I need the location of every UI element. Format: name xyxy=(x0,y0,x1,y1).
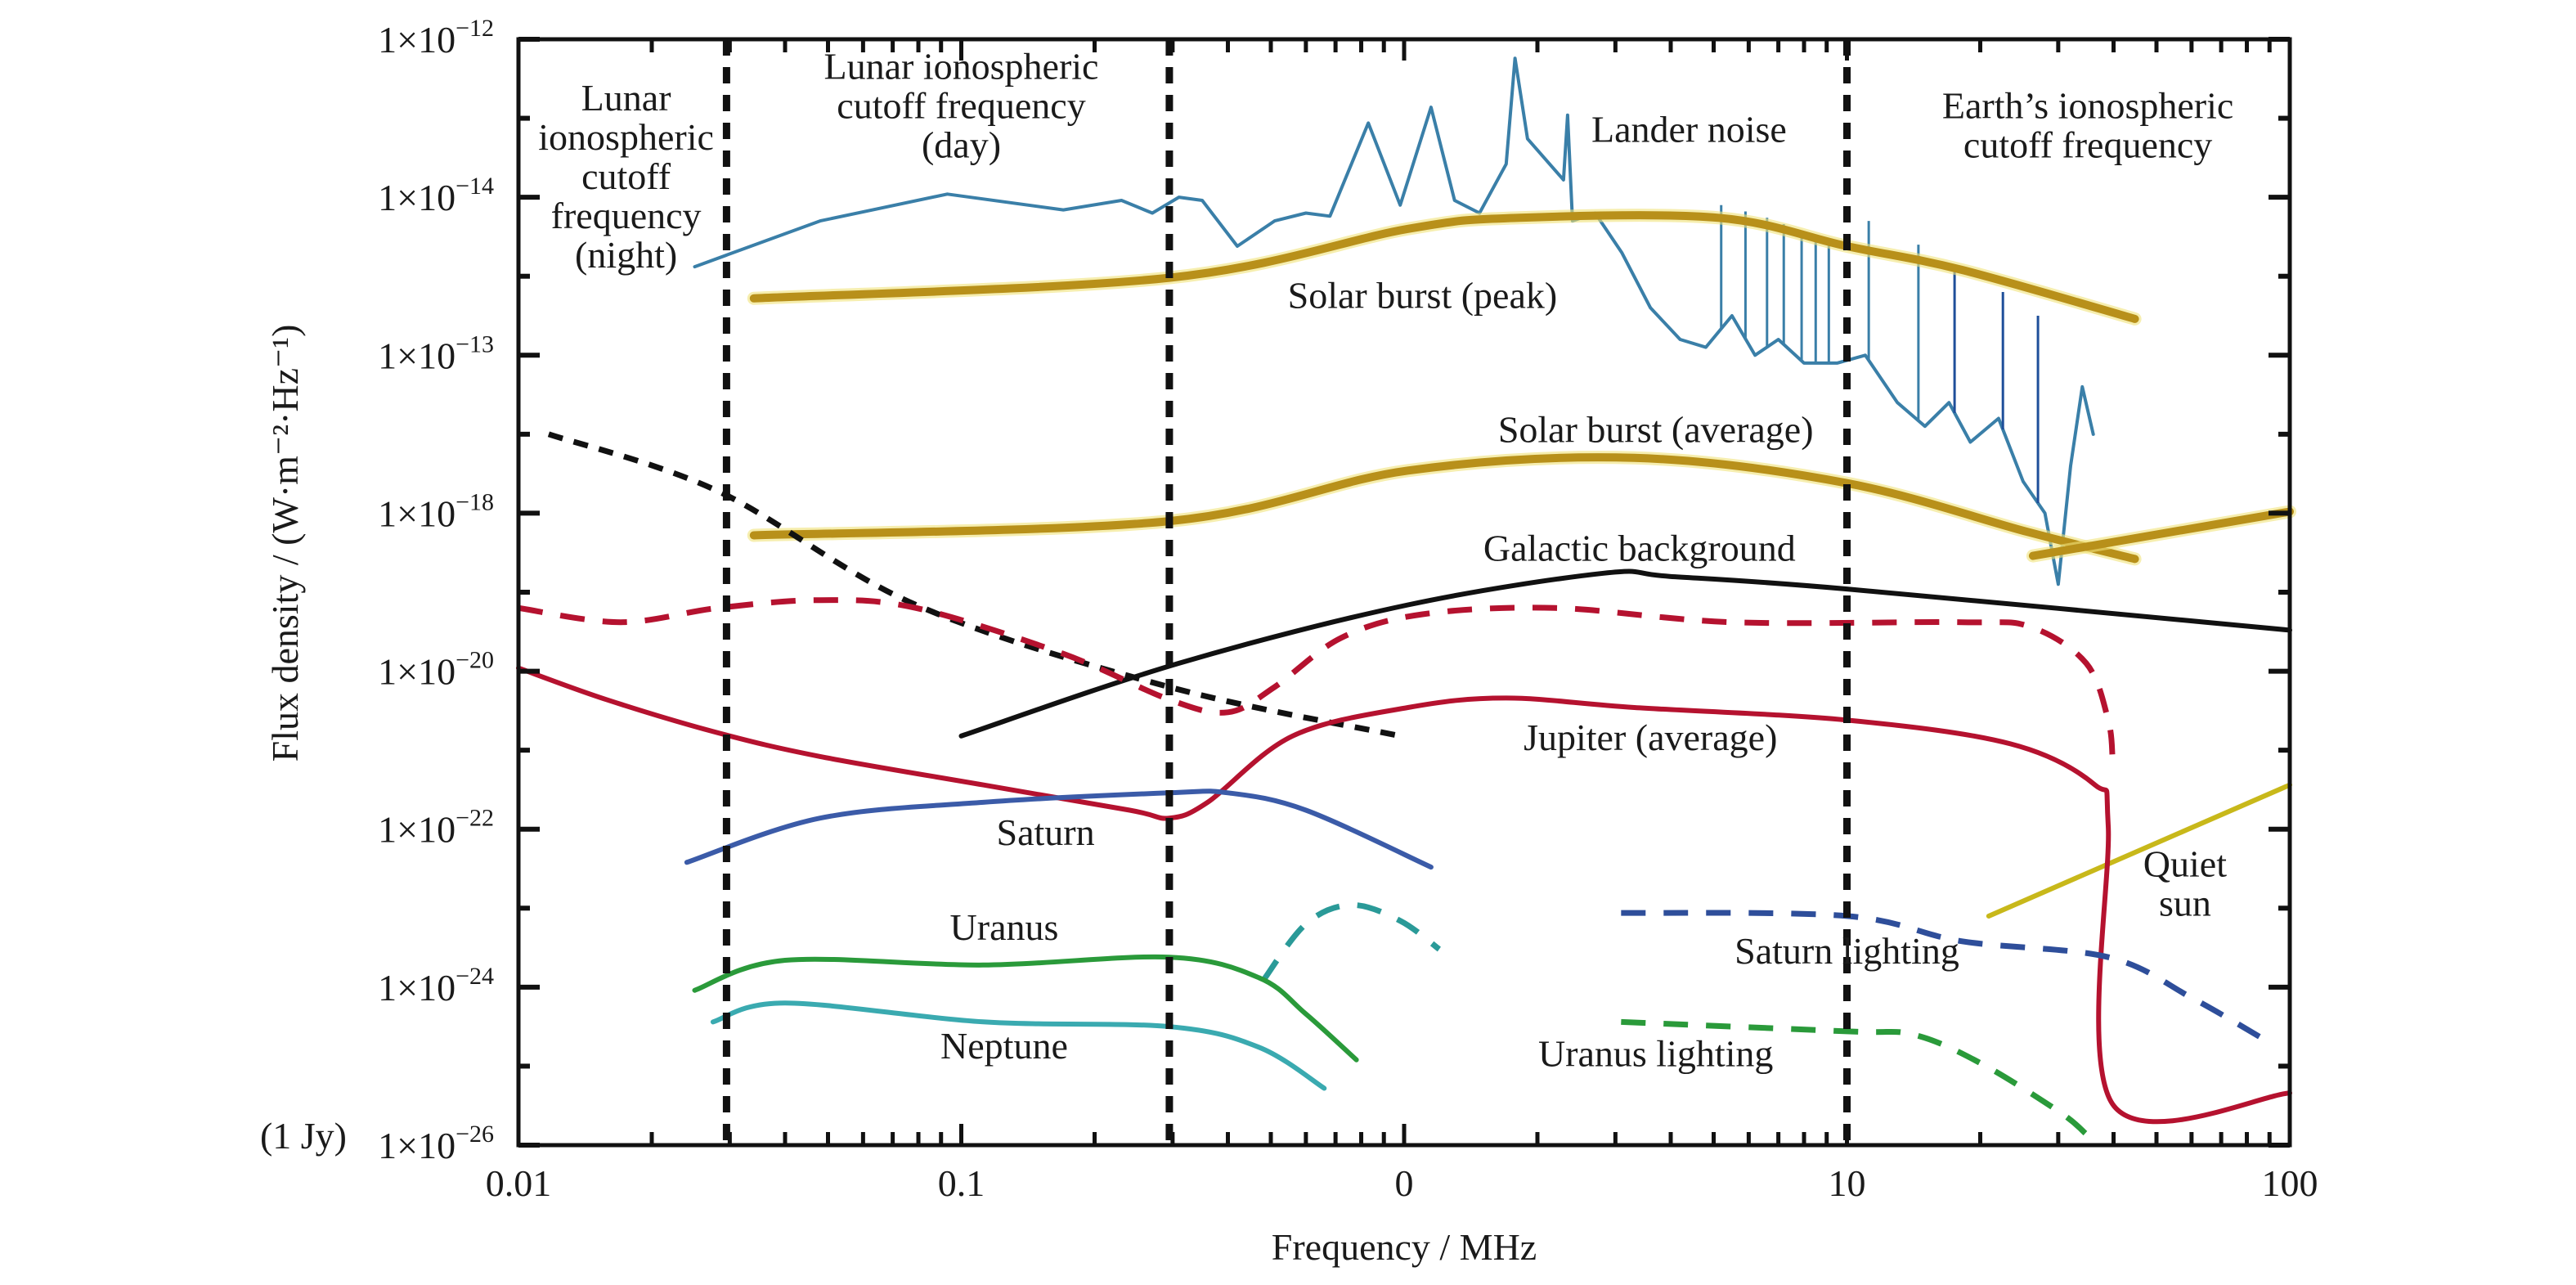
series-saturn-dashed xyxy=(1260,901,1442,983)
annotation-line: Earth’s ionospheric xyxy=(1942,85,2233,127)
series-neptune xyxy=(710,1000,1327,1091)
y-tick-mantissa: 1×10 xyxy=(378,809,456,851)
y-tick-mantissa: 1×10 xyxy=(378,651,456,693)
annotation-line: (day) xyxy=(922,124,1001,165)
series-saturn xyxy=(684,789,1434,870)
annotation-line: (night) xyxy=(575,234,677,276)
y-tick-mantissa: 1×10 xyxy=(378,335,456,376)
annotation-line: Solar burst (average) xyxy=(1498,409,1814,451)
series-uranus-lighting xyxy=(1621,1018,2089,1137)
one-jansky-label: (1 Jy) xyxy=(260,1115,347,1157)
annotations: Lunar ionospheric cutoff frequency (night)Lu… xyxy=(538,45,2233,1074)
annotation-line: Quiet xyxy=(2143,843,2227,885)
y-axis: 1×10−261×10−241×10−221×10−201×10−181×10−… xyxy=(378,15,2290,1166)
x-tick-label: 10 xyxy=(1829,1162,1866,1204)
annotation-line: frequency xyxy=(551,195,702,236)
annotation-solar-peak: Solar burst (peak) xyxy=(1288,274,1558,316)
series-quiet-sun xyxy=(1986,782,2292,919)
y-tick-mantissa: 1×10 xyxy=(378,177,456,218)
y-tick-mantissa: 1×10 xyxy=(378,967,456,1009)
annotation-line: ionospheric xyxy=(538,116,714,158)
annotation-line: Jupiter (average) xyxy=(1524,717,1777,758)
y-tick-mantissa: 1×10 xyxy=(378,1125,456,1166)
annotation-uranus-lighting: Uranus lighting xyxy=(1538,1032,1773,1074)
y-tick-label: 1×10−20 xyxy=(378,647,494,693)
y-tick-exponent: −20 xyxy=(456,647,494,674)
y-tick-label: 1×10−12 xyxy=(378,15,494,61)
y-tick-exponent: −18 xyxy=(456,488,494,515)
y-tick-label: 1×10−26 xyxy=(378,1121,494,1166)
annotation-lunar-day: Lunar ionospheric cutoff frequency (day) xyxy=(824,45,1099,165)
plot-frame xyxy=(516,37,2292,1148)
series-jupiter-average xyxy=(516,665,2292,1125)
annotation-uranus: Uranus xyxy=(950,906,1059,948)
y-axis-title: Flux density / (W·m⁻²·Hz⁻¹) xyxy=(264,325,306,762)
x-tick-label: 0.1 xyxy=(938,1162,985,1204)
y-tick-exponent: −24 xyxy=(456,963,494,990)
annotation-galactic: Galactic background xyxy=(1483,527,1796,568)
series-lander-noise xyxy=(693,56,2095,586)
annotation-line: Lunar xyxy=(581,77,671,119)
y-tick-label: 1×10−14 xyxy=(378,173,494,218)
annotation-solar-average: Solar burst (average) xyxy=(1498,409,1814,451)
x-tick-label: 0.01 xyxy=(486,1162,552,1204)
annotation-line: Neptune xyxy=(940,1025,1068,1067)
annotation-saturn-lighting: Saturn lighting xyxy=(1735,930,1959,972)
annotation-line: sun xyxy=(2159,883,2211,924)
annotation-line: cutoff frequency xyxy=(1963,124,2212,166)
y-tick-label: 1×10−22 xyxy=(378,805,494,851)
annotation-line: cutoff xyxy=(581,155,671,197)
x-axis-title: Frequency / MHz xyxy=(1272,1226,1537,1268)
annotation-line: cutoff frequency xyxy=(837,84,1085,126)
y-tick-label: 1×10−18 xyxy=(378,488,494,534)
annotation-line: Saturn lighting xyxy=(1735,930,1959,972)
annotation-line: Saturn xyxy=(997,811,1095,853)
annotation-line: Uranus xyxy=(950,906,1059,948)
series-layer xyxy=(516,56,2296,1137)
annotation-line: Lander noise xyxy=(1591,109,1787,151)
series-black-dashed xyxy=(547,431,1401,739)
y-tick-label: 1×10−13 xyxy=(378,330,494,376)
annotation-lunar-night: Lunar ionospheric cutoff frequency (night) xyxy=(538,77,714,276)
x-tick-label: 100 xyxy=(2262,1162,2318,1204)
annotation-neptune: Neptune xyxy=(940,1025,1068,1067)
series-uranus xyxy=(692,954,1359,1063)
x-tick-label: 0 xyxy=(1395,1162,1414,1204)
cutoff-markers xyxy=(722,39,1851,1145)
y-tick-mantissa: 1×10 xyxy=(378,19,456,61)
y-tick-exponent: −22 xyxy=(456,805,494,832)
y-tick-exponent: −14 xyxy=(456,173,494,200)
series-jupiter-peak xyxy=(518,597,2116,759)
annotation-line: Solar burst (peak) xyxy=(1288,274,1558,316)
series-quiet-sun-upper xyxy=(2028,507,2294,560)
y-tick-label: 1×10−24 xyxy=(378,963,494,1009)
solar-burst-average-glow xyxy=(747,451,2142,566)
x-axis: 0.01 0.1 0 10 100 xyxy=(486,39,2318,1204)
annotation-saturn: Saturn xyxy=(997,811,1095,853)
annotation-line: Uranus lighting xyxy=(1538,1032,1773,1074)
annotation-lander-noise: Lander noise xyxy=(1591,109,1787,151)
annotation-earth-cutoff: Earth’s ionospheric cutoff frequency xyxy=(1942,85,2233,166)
y-tick-exponent: −13 xyxy=(456,330,494,357)
y-tick-mantissa: 1×10 xyxy=(378,492,456,534)
series-solar-burst-average xyxy=(749,453,2139,564)
y-tick-exponent: −26 xyxy=(456,1121,494,1148)
series-solar-burst-peak xyxy=(749,211,2139,323)
annotation-quiet-sun: Quiet sun xyxy=(2143,843,2227,924)
annotation-line: Galactic background xyxy=(1483,527,1796,568)
y-tick-exponent: −12 xyxy=(456,15,494,42)
series-galactic-background xyxy=(958,568,2292,739)
annotation-jupiter-avg: Jupiter (average) xyxy=(1524,717,1777,758)
